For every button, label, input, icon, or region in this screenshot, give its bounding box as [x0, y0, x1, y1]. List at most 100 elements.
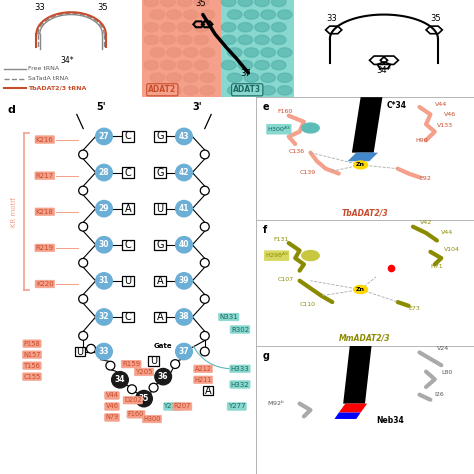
Text: K220: K220: [36, 281, 54, 287]
Text: N79: N79: [105, 414, 118, 420]
Circle shape: [161, 35, 175, 45]
Text: V44: V44: [106, 392, 118, 399]
FancyBboxPatch shape: [154, 312, 166, 322]
Circle shape: [272, 35, 286, 45]
Circle shape: [167, 48, 182, 57]
Text: H298$^{A3}$: H298$^{A3}$: [264, 251, 289, 260]
Circle shape: [183, 48, 198, 57]
Text: Y277: Y277: [228, 403, 246, 410]
Text: 35: 35: [139, 394, 149, 403]
Text: 28: 28: [99, 168, 109, 177]
Text: g: g: [263, 351, 270, 361]
Text: 37: 37: [179, 347, 189, 356]
Circle shape: [302, 251, 319, 261]
Circle shape: [200, 73, 215, 82]
Text: H300$^{A3}$: H300$^{A3}$: [267, 125, 291, 134]
Text: 32: 32: [99, 312, 109, 321]
Circle shape: [144, 61, 159, 70]
Text: C: C: [125, 167, 131, 178]
FancyBboxPatch shape: [121, 312, 135, 322]
Polygon shape: [343, 346, 372, 403]
Text: 40: 40: [179, 240, 189, 249]
Text: Neb34: Neb34: [376, 416, 404, 425]
Text: e: e: [263, 102, 269, 112]
Circle shape: [144, 35, 159, 45]
Circle shape: [176, 309, 192, 325]
FancyBboxPatch shape: [148, 356, 159, 365]
FancyBboxPatch shape: [154, 276, 166, 286]
Circle shape: [272, 23, 286, 32]
Text: A: A: [157, 276, 163, 286]
Circle shape: [277, 48, 292, 57]
Circle shape: [176, 237, 192, 253]
Text: A: A: [205, 386, 211, 396]
Circle shape: [176, 164, 192, 181]
Text: 34: 34: [115, 375, 125, 384]
Circle shape: [201, 150, 209, 159]
Text: 34*: 34*: [60, 56, 73, 65]
Circle shape: [194, 35, 209, 45]
Circle shape: [200, 48, 215, 57]
Text: Gate: Gate: [154, 343, 173, 348]
FancyBboxPatch shape: [154, 239, 166, 250]
Circle shape: [177, 61, 192, 70]
Text: C136: C136: [289, 149, 305, 154]
Circle shape: [201, 258, 209, 267]
Text: U: U: [156, 204, 164, 214]
Text: H300: H300: [143, 416, 161, 422]
Text: A212: A212: [195, 366, 212, 372]
Text: A: A: [125, 204, 131, 214]
Circle shape: [238, 35, 253, 45]
Circle shape: [177, 35, 192, 45]
Text: V46: V46: [106, 403, 118, 410]
Text: 35: 35: [195, 0, 206, 8]
Text: 38: 38: [179, 312, 189, 321]
Circle shape: [183, 73, 198, 82]
Text: C: C: [125, 312, 131, 322]
Text: MmADAT2/3: MmADAT2/3: [339, 334, 391, 343]
Circle shape: [183, 86, 198, 95]
Circle shape: [79, 294, 88, 303]
Circle shape: [238, 0, 253, 7]
Text: ADAT2: ADAT2: [148, 85, 176, 94]
Circle shape: [354, 161, 368, 169]
Circle shape: [228, 73, 242, 82]
Circle shape: [302, 123, 319, 133]
Polygon shape: [347, 153, 378, 161]
Circle shape: [228, 86, 242, 95]
Circle shape: [244, 48, 259, 57]
Text: f: f: [263, 226, 267, 236]
Circle shape: [150, 73, 164, 82]
Text: T156: T156: [24, 363, 40, 369]
Circle shape: [255, 35, 269, 45]
Circle shape: [96, 164, 112, 181]
Bar: [221, 0, 294, 97]
Text: 30: 30: [99, 240, 109, 249]
Text: H211: H211: [194, 377, 212, 383]
Text: SaTadA tRNA: SaTadA tRNA: [28, 76, 69, 81]
Text: d: d: [8, 105, 16, 115]
Text: U: U: [76, 346, 83, 356]
Text: ADAT3: ADAT3: [233, 85, 261, 94]
Circle shape: [144, 23, 159, 32]
Circle shape: [150, 86, 164, 95]
Text: F160: F160: [278, 109, 293, 114]
Circle shape: [194, 23, 209, 32]
Text: U: U: [124, 276, 132, 286]
Text: U: U: [150, 356, 157, 366]
Text: C110: C110: [300, 302, 316, 307]
Text: K218: K218: [36, 209, 54, 215]
FancyBboxPatch shape: [154, 203, 166, 214]
Circle shape: [272, 0, 286, 7]
Circle shape: [96, 343, 112, 360]
Text: F160: F160: [128, 411, 144, 417]
Text: G: G: [156, 167, 164, 178]
FancyBboxPatch shape: [154, 167, 166, 178]
Circle shape: [161, 23, 175, 32]
Text: L80: L80: [441, 370, 453, 375]
Circle shape: [194, 0, 209, 7]
Circle shape: [221, 0, 236, 7]
Circle shape: [161, 61, 175, 70]
Text: 34*: 34*: [376, 66, 392, 75]
Circle shape: [155, 368, 172, 385]
